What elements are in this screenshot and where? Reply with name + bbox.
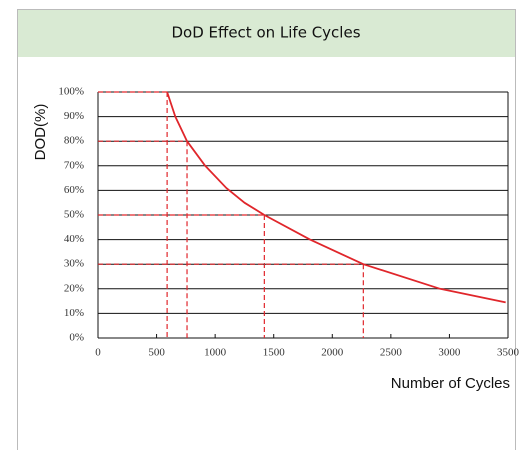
y-tick-label: 70% xyxy=(64,159,84,171)
y-tick-label: 0% xyxy=(69,332,84,344)
y-axis-label: DOD(%) xyxy=(32,104,49,161)
card xyxy=(17,9,516,450)
data-line xyxy=(166,91,506,304)
card-header xyxy=(18,10,515,57)
y-tick-label: 10% xyxy=(64,307,84,319)
x-tick-label: 0 xyxy=(95,347,101,359)
y-tick-label: 50% xyxy=(64,209,84,221)
x-tick-label: 3000 xyxy=(438,347,461,359)
x-tick-label: 2500 xyxy=(380,347,403,359)
y-tick-label: 100% xyxy=(58,86,84,98)
y-tick-label: 40% xyxy=(64,233,84,245)
x-tick-label: 2000 xyxy=(321,347,344,359)
y-tick-label: 60% xyxy=(64,184,84,196)
x-tick-label: 1000 xyxy=(204,347,227,359)
y-tick-label: 30% xyxy=(64,258,84,270)
y-tick-label: 80% xyxy=(64,135,84,147)
x-axis-label: Number of Cycles xyxy=(391,375,510,392)
y-tick-label: 20% xyxy=(64,282,84,294)
x-tick-label: 500 xyxy=(148,347,165,359)
chart-title: DoD Effect on Life Cycles xyxy=(171,24,360,42)
x-tick-label: 3500 xyxy=(497,347,520,359)
x-tick-label: 1500 xyxy=(263,347,286,359)
y-tick-label: 90% xyxy=(64,110,84,122)
